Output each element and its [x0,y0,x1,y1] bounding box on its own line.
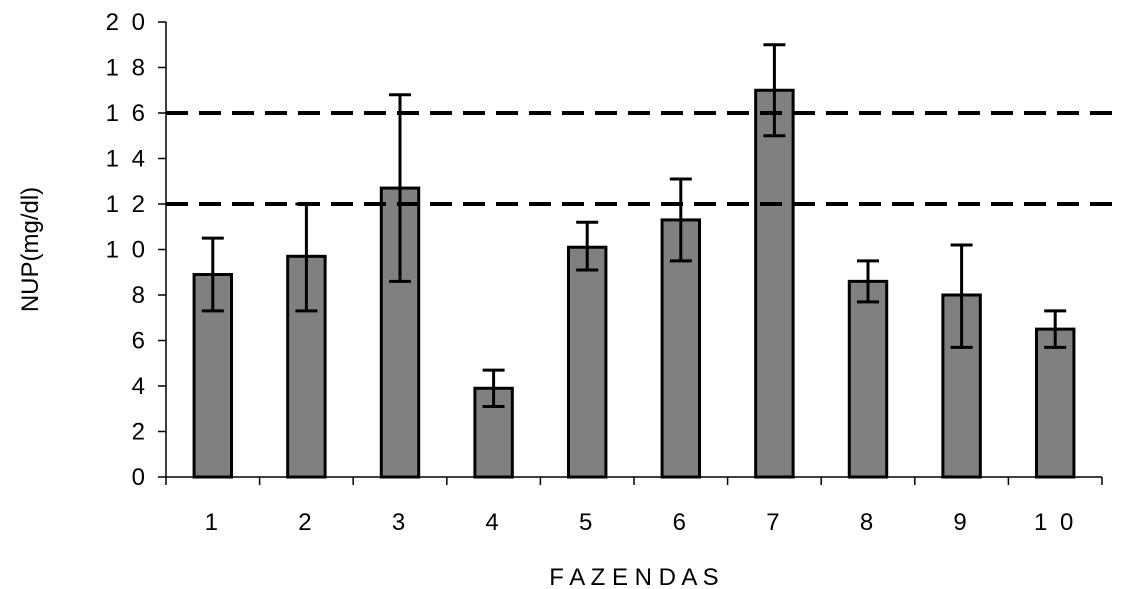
y-axis-title: NUP(mg/dl) [17,187,44,312]
y-tick-label: 1 2 [106,191,148,218]
error-bar [1044,309,1067,349]
x-ticks-layer: 1 2 3 4 5 6 7 8 9 1 0 [165,477,1103,536]
y-tick-label: 1 8 [106,55,148,82]
error-bar [576,220,599,272]
error-bar [669,177,692,263]
bar [754,88,795,479]
y-tick-label: 2 0 [106,9,148,36]
bar [847,279,889,479]
y-tick-label: 4 [132,373,148,400]
reference-lines-layer [166,111,1122,206]
error-bars-layer [201,43,1067,408]
x-tick-label: 6 [673,509,689,536]
x-tick-label: 7 [766,509,782,536]
x-tick-label: 5 [579,509,595,536]
x-axis-title: F A Z E N D A S [549,564,718,589]
y-tick-label: 1 0 [106,237,148,264]
bar [566,245,608,479]
bars-layer [192,88,1076,479]
y-tick-label: 6 [132,328,148,355]
error-bar [201,236,224,313]
x-tick-label: 2 [298,509,314,536]
x-tick-label: 1 0 [1034,509,1076,536]
error-bar [857,259,879,304]
error-bar [950,243,973,349]
bar [473,386,514,479]
y-tick-label: 8 [132,282,148,309]
y-tick-label: 0 [132,464,148,491]
error-bar [482,368,505,408]
x-tick-label: 4 [485,509,501,536]
bar [1034,327,1076,479]
x-tick-label: 8 [860,509,876,536]
y-tick-label: 1 4 [106,146,148,173]
x-tick-label: 3 [392,509,408,536]
y-tick-label: 1 6 [106,100,148,127]
x-tick-label: 1 [205,509,221,536]
y-tick-label: 2 [132,419,148,446]
error-bar [389,93,411,283]
error-bar [763,43,786,138]
y-ticks-layer: 0 2 4 6 8 1 0 1 2 1 4 1 6 1 8 2 0 [106,9,166,491]
x-tick-label: 9 [953,509,969,536]
